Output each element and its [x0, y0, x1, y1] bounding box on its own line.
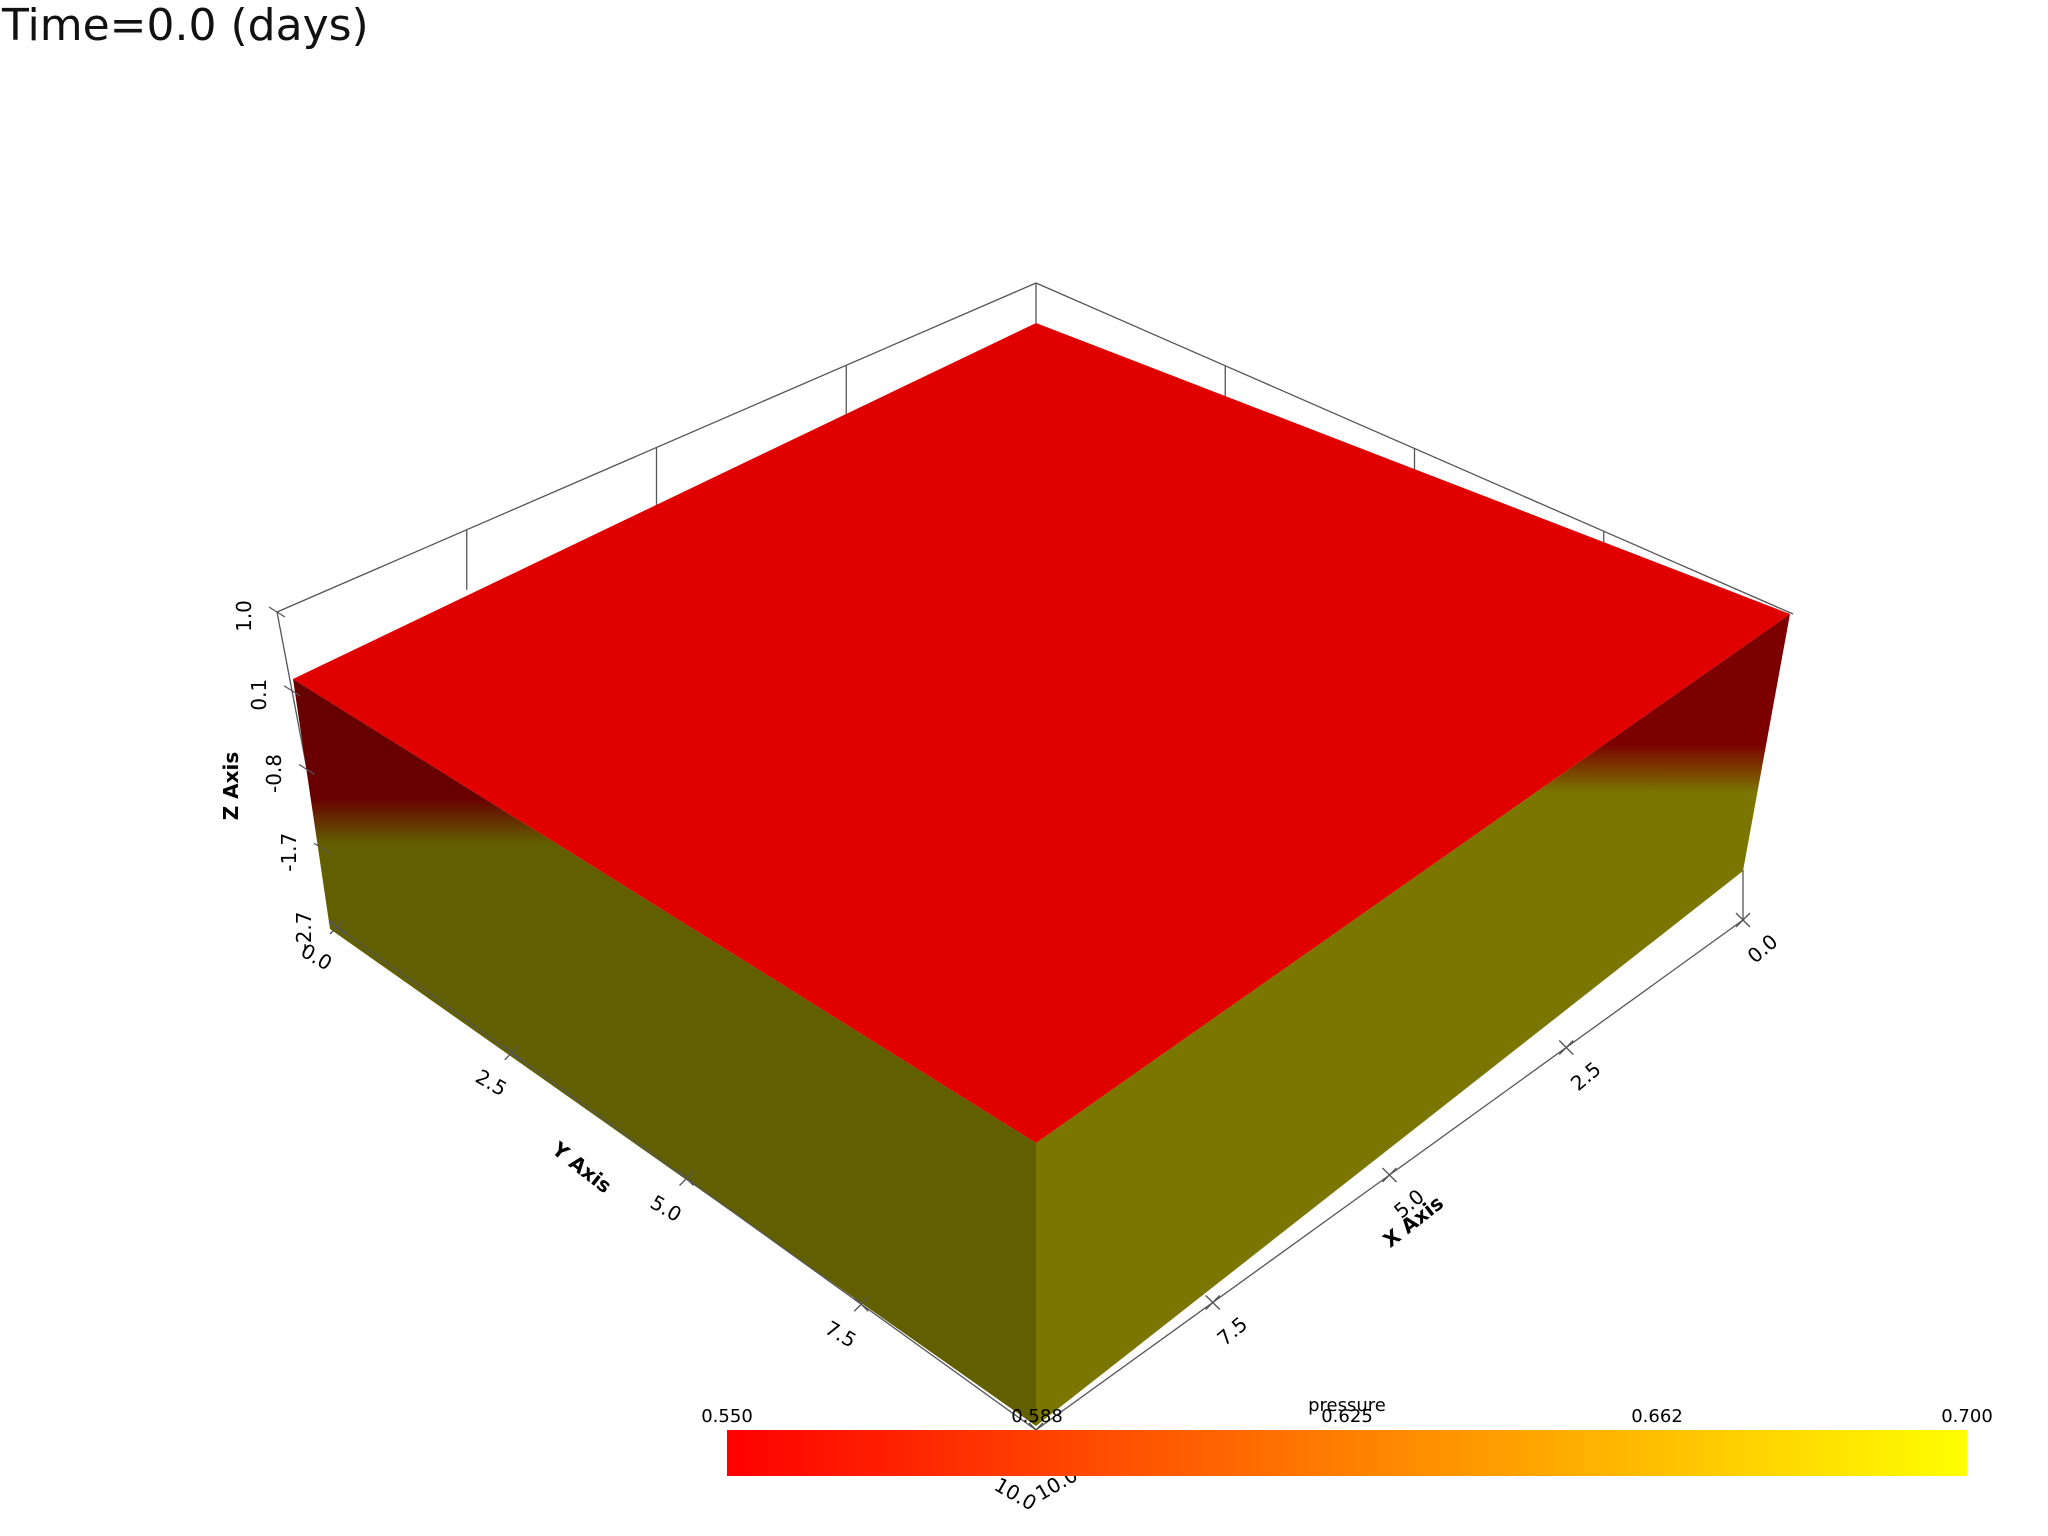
colorbar-tick-label-1: 0.588: [1011, 1406, 1063, 1427]
z-tick-label-3: -1.7: [277, 833, 301, 872]
y-tick-label-4: 10.0: [990, 1472, 1041, 1515]
z-tick-label-1: 0.1: [247, 679, 271, 711]
z-tick-label-2: -0.8: [262, 754, 286, 793]
z-tick-mark-3: [313, 842, 331, 854]
colorbar-tick-label-2: 0.625: [1321, 1406, 1373, 1427]
x-tick-cross-3: [1205, 1295, 1221, 1310]
z-tick-mark-4: [328, 921, 346, 933]
y-tick-cross-2: [679, 1171, 694, 1186]
z-tick-mark-0: [268, 606, 286, 618]
colorbar-title: pressure: [1308, 1395, 1386, 1416]
z-tick-mark-2: [298, 763, 316, 776]
x-tick-cross-1: [1558, 1040, 1574, 1055]
x-tick-cross-0: [1735, 912, 1751, 928]
x-tick-label-0: 0.0: [1743, 929, 1783, 968]
y-tick-cross-1: [504, 1045, 520, 1061]
y-tick-label-3: 7.5: [821, 1316, 861, 1353]
z-axis-title: Z Axis: [219, 752, 243, 821]
box-left-face: [293, 679, 1036, 1426]
y-axis-title: Y Axis: [547, 1136, 617, 1198]
x-tick-label-3: 7.5: [1212, 1312, 1252, 1351]
y-tick-cross-3: [853, 1296, 869, 1312]
z-tick-label-4: -2.7: [292, 911, 316, 950]
z-tick-label-0: 1.0: [232, 600, 256, 632]
colorbar-rect: [727, 1430, 1967, 1476]
y-tick-label-1: 2.5: [471, 1064, 511, 1101]
box-top-face: [293, 323, 1790, 1143]
colorbar-tick-label-3: 0.662: [1631, 1406, 1683, 1427]
time-label: Time=0.0 (days): [2, 0, 369, 51]
y-tick-label-2: 5.0: [646, 1190, 686, 1227]
x-tick-cross-2: [1382, 1167, 1397, 1183]
z-tick-mark-1: [283, 685, 301, 697]
box-right-face: [1036, 614, 1790, 1426]
colorbar-tick-label-4: 0.700: [1941, 1406, 1993, 1427]
colorbar-tick-label-0: 0.550: [701, 1406, 753, 1427]
x-tick-label-1: 2.5: [1566, 1057, 1606, 1096]
colorbar: pressure 0.550 0.588 0.625 0.662 0.700: [701, 1395, 1993, 1476]
